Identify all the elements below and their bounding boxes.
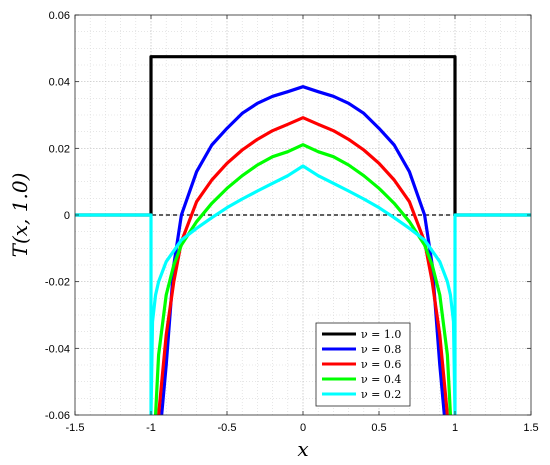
- x-tick-label: -1: [146, 422, 156, 434]
- series-line-2: [157, 116, 449, 415]
- series-line-1: [160, 85, 446, 415]
- legend-label-1: ν = 0.8: [361, 343, 401, 356]
- series-layer: [75, 55, 531, 415]
- x-tick-label: 1: [452, 422, 458, 434]
- legend: ν = 1.0 ν = 0.8 ν = 0.6 ν = 0.4 ν = 0.2: [315, 322, 411, 407]
- legend-label-4: ν = 0.2: [361, 388, 401, 401]
- y-tick-label: -0.02: [45, 277, 70, 289]
- tick-marks: [74, 14, 532, 416]
- x-tick-label: -1.5: [66, 422, 85, 434]
- x-tick-label: -0.5: [218, 422, 237, 434]
- x-tick-label: 0.5: [371, 422, 386, 434]
- y-tick-labels: -0.06 -0.04 -0.02 0 0.02 0.04 0.06: [45, 10, 70, 422]
- series-line-3: [153, 143, 453, 415]
- y-tick-label: -0.04: [45, 343, 70, 355]
- x-tick-label: 0: [300, 422, 306, 434]
- y-tick-label: 0: [64, 210, 70, 222]
- x-tick-label: 1.5: [523, 422, 538, 434]
- x-axis-label: x: [297, 437, 308, 461]
- y-tick-label: 0.02: [49, 143, 70, 155]
- legend-label-3: ν = 0.4: [361, 373, 401, 386]
- y-tick-label: 0.04: [49, 77, 70, 89]
- series-line-4: [75, 164, 531, 415]
- legend-label-2: ν = 0.6: [361, 358, 401, 371]
- y-tick-label: -0.06: [45, 410, 70, 422]
- x-tick-labels: -1.5 -1 -0.5 0 0.5 1 1.5: [66, 422, 539, 434]
- y-axis-label: T(x, 1.0): [8, 173, 32, 258]
- legend-label-0: ν = 1.0: [361, 328, 401, 341]
- y-tick-label: 0.06: [49, 10, 70, 22]
